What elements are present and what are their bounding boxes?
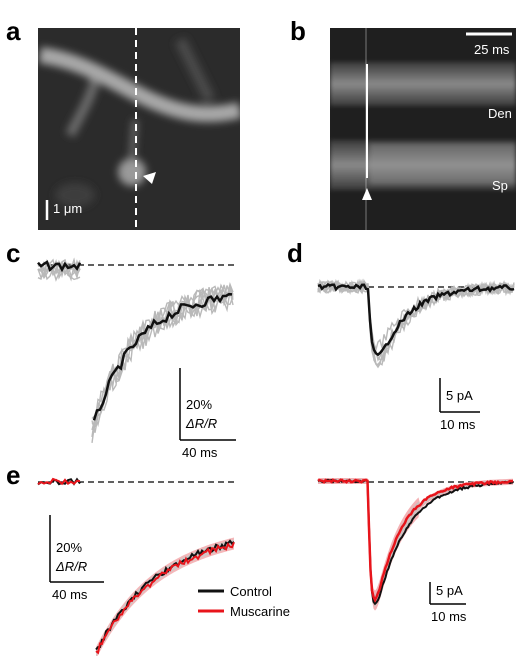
scale-bar-d-x-label: 10 ms — [440, 417, 476, 432]
panel-b-linescan: 25 ms Den Sp — [330, 28, 516, 230]
individual-trace-d — [317, 278, 515, 369]
muscarine-sem-band-right — [318, 478, 513, 611]
scale-bar-c-x-label: 40 ms — [182, 445, 218, 460]
panel-label-e: e — [6, 460, 20, 490]
scale-bar-e-left-y-value: 20% — [56, 540, 82, 555]
panel-d-current-traces: 5 pA 10 ms — [317, 278, 515, 432]
scale-bar-e-left-y-unit: ΔR/R — [55, 559, 87, 574]
panel-label-c: c — [6, 238, 20, 268]
panel-e-current-comparison: 5 pA 10 ms — [317, 478, 514, 624]
legend-label-control: Control — [230, 584, 272, 599]
individual-trace-d — [317, 278, 515, 362]
mean-trace-c — [92, 292, 233, 421]
scale-bar-a-label: 1 μm — [53, 201, 82, 216]
scale-bar-e-left-x-label: 40 ms — [52, 587, 88, 602]
legend-label-muscarine: Muscarine — [230, 604, 290, 619]
stimulus-arrowhead-icon — [362, 188, 372, 200]
individual-trace-d — [317, 278, 515, 361]
scale-bar-c-y-unit: ΔR/R — [185, 416, 217, 431]
scale-bar-b-label: 25 ms — [474, 42, 510, 57]
scale-bar-c-y-value: 20% — [186, 397, 212, 412]
panel-label-a: a — [6, 16, 21, 46]
mean-trace-d — [317, 282, 515, 357]
control-sem-band-right — [318, 479, 513, 607]
control-trace-left — [95, 539, 235, 651]
muscarine-sem-band-left — [96, 537, 234, 656]
muscarine-trace-left-pre — [37, 477, 81, 486]
legend: Control Muscarine — [198, 584, 290, 619]
panel-c-calcium-traces: 20% ΔR/R 40 ms — [37, 257, 236, 460]
scale-bar-d-y-label: 5 pA — [446, 388, 473, 403]
panel-e-calcium-comparison: 20% ΔR/R 40 ms — [37, 477, 236, 656]
individual-trace-d — [317, 278, 515, 366]
spine-arrowhead-icon — [143, 172, 156, 184]
individual-trace-c — [37, 257, 81, 276]
individual-trace-d — [317, 278, 515, 368]
individual-trace-c — [91, 284, 234, 419]
scale-bar-e-right-x-label: 10 ms — [431, 609, 467, 624]
scale-bar-e-right-y-label: 5 pA — [436, 583, 463, 598]
control-trace-right — [317, 478, 514, 606]
mean-trace-c-pre — [37, 260, 82, 273]
panel-label-d: d — [287, 238, 303, 268]
muscarine-trace-left — [95, 541, 235, 655]
panel-a-micrograph: 1 μm — [38, 28, 240, 230]
individual-traces-d — [317, 278, 515, 369]
muscarine-trace-right — [317, 478, 514, 603]
dendrite-label: Den — [488, 106, 512, 121]
spine-label: Sp — [492, 178, 508, 193]
panel-label-b: b — [290, 16, 306, 46]
control-sem-band-left — [96, 539, 234, 656]
